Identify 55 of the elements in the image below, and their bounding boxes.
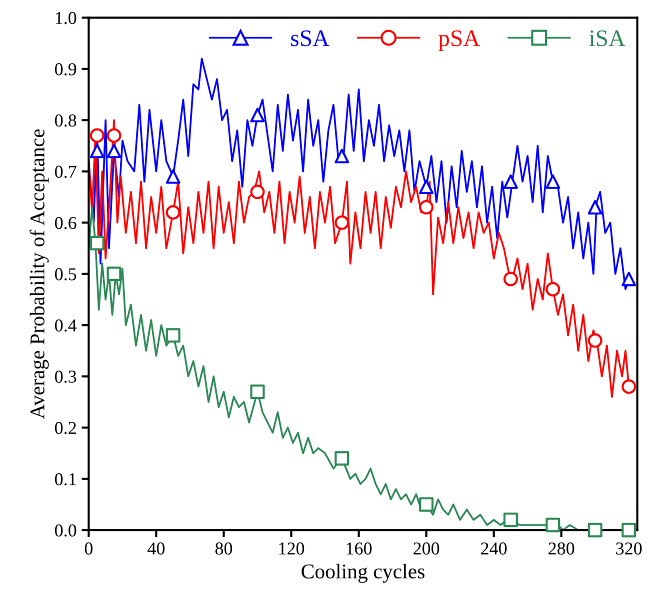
point — [622, 522, 636, 538]
point — [588, 522, 602, 538]
y-tick-label: 0.2 — [55, 422, 76, 434]
x-tick-label: 240 — [481, 542, 507, 555]
point — [546, 282, 560, 297]
y-tick-label: 0.7 — [55, 166, 76, 178]
x-tick-label: 40 — [148, 542, 165, 555]
point — [588, 333, 602, 348]
y-tick-label: 0.1 — [55, 473, 76, 486]
x-axis-title: Cooling cycles — [302, 564, 424, 583]
legend-label: pSA — [438, 30, 480, 52]
y-tick-label: 1.0 — [56, 12, 76, 24]
point — [90, 144, 104, 158]
point — [503, 272, 518, 286]
point — [546, 518, 560, 532]
x-tick-label: 280 — [548, 542, 574, 555]
x-tick-label: 0 — [84, 542, 93, 555]
point — [90, 128, 104, 143]
point — [334, 148, 350, 164]
point — [250, 384, 265, 399]
point — [419, 180, 434, 194]
point — [106, 128, 122, 143]
point — [250, 184, 265, 200]
y-tick-label: 0.0 — [55, 524, 76, 537]
point — [503, 174, 518, 189]
point — [106, 266, 122, 282]
point — [334, 451, 350, 466]
y-tick-label: 0.9 — [55, 63, 76, 76]
point — [588, 200, 602, 215]
y-tick-label: 0.6 — [55, 216, 76, 230]
y-tick-label: 0.4 — [55, 319, 77, 332]
x-tick-label: 160 — [346, 542, 372, 555]
point — [166, 205, 180, 220]
legend-label: sSA — [291, 30, 330, 46]
point — [622, 379, 636, 394]
point — [622, 272, 636, 286]
x-tick-label: 80 — [215, 542, 232, 555]
y-axis-title: Average Probability of Acceptance — [30, 129, 49, 419]
point — [419, 200, 434, 215]
legend-label: iSA — [589, 30, 626, 46]
y-tick-label: 0.8 — [55, 114, 76, 127]
point — [166, 169, 180, 184]
x-tick-label: 200 — [414, 542, 440, 555]
x-tick-label: 120 — [279, 542, 304, 555]
point — [503, 512, 518, 528]
y-tick-label: 0.5 — [55, 268, 76, 280]
point — [166, 328, 180, 343]
point — [334, 215, 350, 230]
y-tick-label: 0.3 — [55, 370, 76, 383]
point — [106, 144, 122, 158]
point — [419, 497, 434, 512]
x-tick-label: 320 — [616, 542, 642, 555]
point — [250, 108, 265, 122]
point — [90, 236, 104, 250]
point — [546, 174, 560, 189]
